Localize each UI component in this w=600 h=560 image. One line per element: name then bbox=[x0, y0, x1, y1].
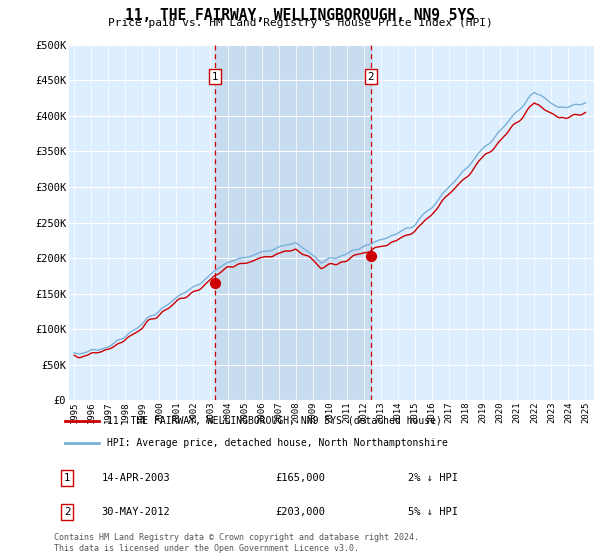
Text: £203,000: £203,000 bbox=[276, 507, 326, 517]
Point bbox=[366, 251, 376, 260]
Bar bbox=[215, 45, 371, 400]
Point bbox=[211, 278, 220, 287]
Text: £165,000: £165,000 bbox=[276, 473, 326, 483]
Text: 30-MAY-2012: 30-MAY-2012 bbox=[101, 507, 170, 517]
Text: HPI: Average price, detached house, North Northamptonshire: HPI: Average price, detached house, Nort… bbox=[107, 437, 448, 447]
Text: 5% ↓ HPI: 5% ↓ HPI bbox=[408, 507, 458, 517]
Text: 2: 2 bbox=[368, 72, 374, 82]
Text: 2% ↓ HPI: 2% ↓ HPI bbox=[408, 473, 458, 483]
Text: 11, THE FAIRWAY, WELLINGBOROUGH, NN9 5YS: 11, THE FAIRWAY, WELLINGBOROUGH, NN9 5YS bbox=[125, 8, 475, 24]
Text: 2: 2 bbox=[64, 507, 71, 517]
Text: 1: 1 bbox=[212, 72, 218, 82]
Text: 11, THE FAIRWAY, WELLINGBOROUGH, NN9 5YS (detached house): 11, THE FAIRWAY, WELLINGBOROUGH, NN9 5YS… bbox=[107, 416, 442, 426]
Text: Contains HM Land Registry data © Crown copyright and database right 2024.
This d: Contains HM Land Registry data © Crown c… bbox=[54, 533, 419, 553]
Text: 14-APR-2003: 14-APR-2003 bbox=[101, 473, 170, 483]
Text: 1: 1 bbox=[64, 473, 71, 483]
Text: Price paid vs. HM Land Registry's House Price Index (HPI): Price paid vs. HM Land Registry's House … bbox=[107, 18, 493, 29]
